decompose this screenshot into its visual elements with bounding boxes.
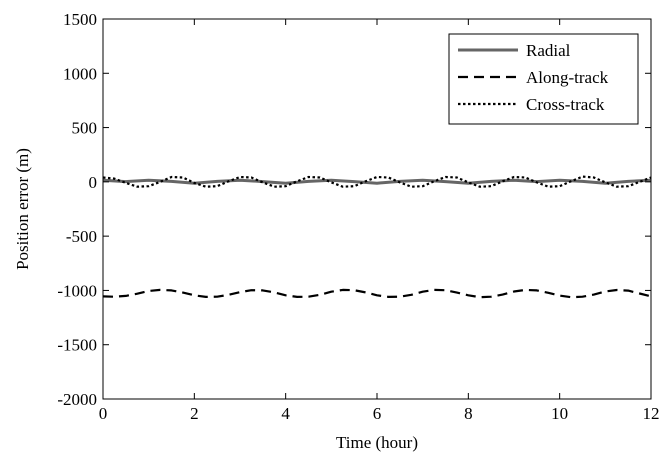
y-tick-label: -1500 — [57, 336, 97, 355]
series-line-cross-track — [102, 175, 652, 188]
series-line-along-track — [102, 288, 652, 299]
x-tick-label: 4 — [281, 404, 290, 423]
y-axis-title: Position error (m) — [13, 148, 32, 270]
legend: Radial Along-track Cross-track — [448, 33, 639, 125]
y-tick-label: -2000 — [57, 390, 97, 409]
x-tick-label: 8 — [464, 404, 473, 423]
x-tick-label: 12 — [643, 404, 660, 423]
x-tick-label: 10 — [551, 404, 568, 423]
x-axis-title: Time (hour) — [336, 433, 418, 452]
y-tick-label: 1500 — [63, 10, 97, 29]
y-tick-label: -500 — [66, 227, 97, 246]
y-tick-label: 0 — [89, 173, 98, 192]
tick-layer: 0 2 4 6 8 10 12 -2000 -1500 -1000 -500 0 500 1000 1500 — [57, 10, 659, 423]
x-tick-label: 2 — [190, 404, 199, 423]
x-tick-label: 6 — [373, 404, 382, 423]
series-line-radial — [102, 178, 652, 185]
x-tick-label: 0 — [99, 404, 108, 423]
series-layer — [102, 175, 652, 299]
legend-label: Radial — [526, 41, 571, 60]
legend-label: Cross-track — [526, 95, 605, 114]
y-tick-label: 1000 — [63, 64, 97, 83]
y-tick-label: -1000 — [57, 281, 97, 300]
y-tick-label: 500 — [72, 119, 98, 138]
legend-label: Along-track — [526, 68, 609, 87]
